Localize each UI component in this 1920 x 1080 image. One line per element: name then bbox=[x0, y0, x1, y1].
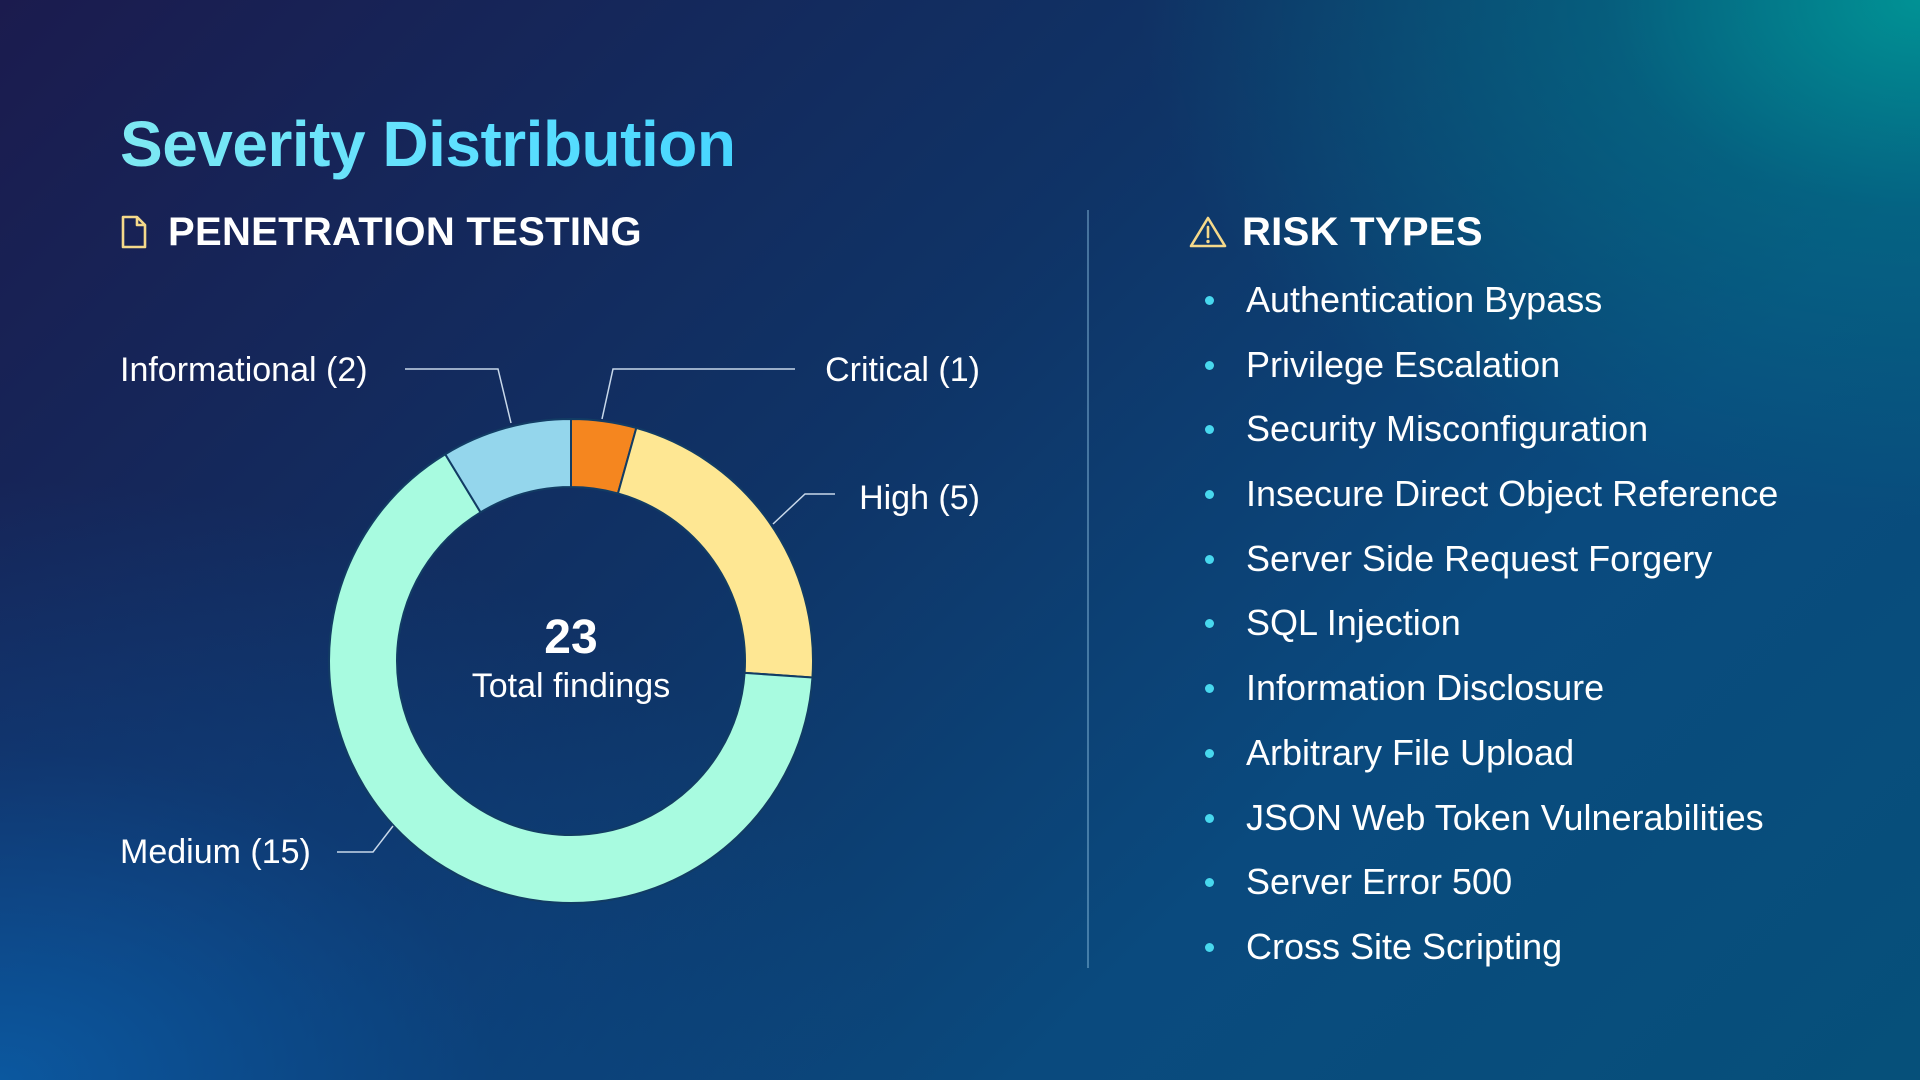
risk-type-item: JSON Web Token Vulnerabilities bbox=[1190, 790, 1778, 855]
total-findings-value: 23 bbox=[544, 611, 597, 664]
risk-type-label: Insecure Direct Object Reference bbox=[1246, 473, 1779, 515]
risk-type-item: Authentication Bypass bbox=[1190, 272, 1778, 337]
risk-type-label: Security Misconfiguration bbox=[1246, 408, 1649, 450]
risk-type-label: SQL Injection bbox=[1246, 602, 1461, 644]
total-findings-label: Total findings bbox=[472, 667, 670, 705]
slice-informational bbox=[443, 417, 572, 514]
slice-medium bbox=[328, 452, 814, 904]
bullet-icon bbox=[1205, 490, 1214, 500]
risk-type-label: Information Disclosure bbox=[1246, 667, 1605, 709]
bullet-icon bbox=[1205, 748, 1214, 758]
risk-type-item: SQL Injection bbox=[1190, 595, 1778, 660]
slice-label-medium: Medium (15) bbox=[120, 833, 311, 871]
bullet-icon bbox=[1205, 878, 1214, 888]
page-title: Severity Distribution bbox=[120, 104, 736, 184]
slice-label-critical: Critical (1) bbox=[825, 351, 980, 389]
risk-type-label: Arbitrary File Upload bbox=[1246, 731, 1575, 773]
risk-type-label: JSON Web Token Vulnerabilities bbox=[1246, 796, 1764, 838]
bullet-icon bbox=[1205, 360, 1214, 370]
leader-line-critical bbox=[601, 368, 795, 420]
risk-type-label: Cross Site Scripting bbox=[1246, 925, 1563, 967]
risk-type-item: Insecure Direct Object Reference bbox=[1190, 466, 1778, 531]
bullet-icon bbox=[1205, 684, 1214, 694]
risk-types-label: RISK TYPES bbox=[1242, 209, 1483, 254]
risk-type-label: Server Error 500 bbox=[1246, 861, 1513, 903]
risk-type-item: Server Side Request Forgery bbox=[1190, 531, 1778, 596]
bullet-icon bbox=[1205, 942, 1214, 952]
leader-lines bbox=[337, 368, 835, 853]
document-icon bbox=[114, 212, 154, 252]
risk-type-item: Privilege Escalation bbox=[1190, 337, 1778, 402]
risk-type-label: Authentication Bypass bbox=[1246, 279, 1603, 320]
risk-type-item: Arbitrary File Upload bbox=[1190, 725, 1778, 790]
column-divider bbox=[1087, 210, 1089, 968]
leader-line-medium bbox=[337, 825, 394, 853]
risk-type-label: Privilege Escalation bbox=[1246, 343, 1561, 385]
slice-labels: Critical (1) High (5) Medium (15) Informati… bbox=[120, 351, 980, 871]
bullet-icon bbox=[1205, 813, 1214, 823]
bullet-icon bbox=[1205, 619, 1214, 629]
leader-line-informational bbox=[405, 368, 512, 424]
risk-type-item: Security Misconfiguration bbox=[1190, 401, 1778, 466]
risk-types-list: Authentication Bypass Privilege Escalatio… bbox=[1190, 272, 1778, 984]
risk-type-label: Server Side Request Forgery bbox=[1246, 537, 1713, 579]
warning-triangle-icon bbox=[1188, 212, 1228, 252]
slice-label-informational: Informational (2) bbox=[120, 351, 368, 389]
penetration-testing-label: PENETRATION TESTING bbox=[168, 209, 642, 254]
risk-type-item: Cross Site Scripting bbox=[1190, 919, 1778, 984]
severity-donut-chart: Critical (1) High (5) Medium (15) Informati… bbox=[120, 351, 980, 904]
risk-type-item: Server Error 500 bbox=[1190, 854, 1778, 919]
bullet-icon bbox=[1205, 296, 1214, 305]
bullet-icon bbox=[1205, 554, 1214, 564]
bullet-icon bbox=[1205, 425, 1214, 435]
donut-slices bbox=[328, 417, 814, 904]
slice-high bbox=[616, 426, 814, 679]
slice-label-high: High (5) bbox=[859, 479, 980, 517]
risk-type-item: Information Disclosure bbox=[1190, 660, 1778, 725]
leader-line-high bbox=[772, 493, 835, 525]
penetration-testing-heading: PENETRATION TESTING bbox=[114, 208, 642, 256]
risk-types-heading: RISK TYPES bbox=[1188, 208, 1483, 256]
